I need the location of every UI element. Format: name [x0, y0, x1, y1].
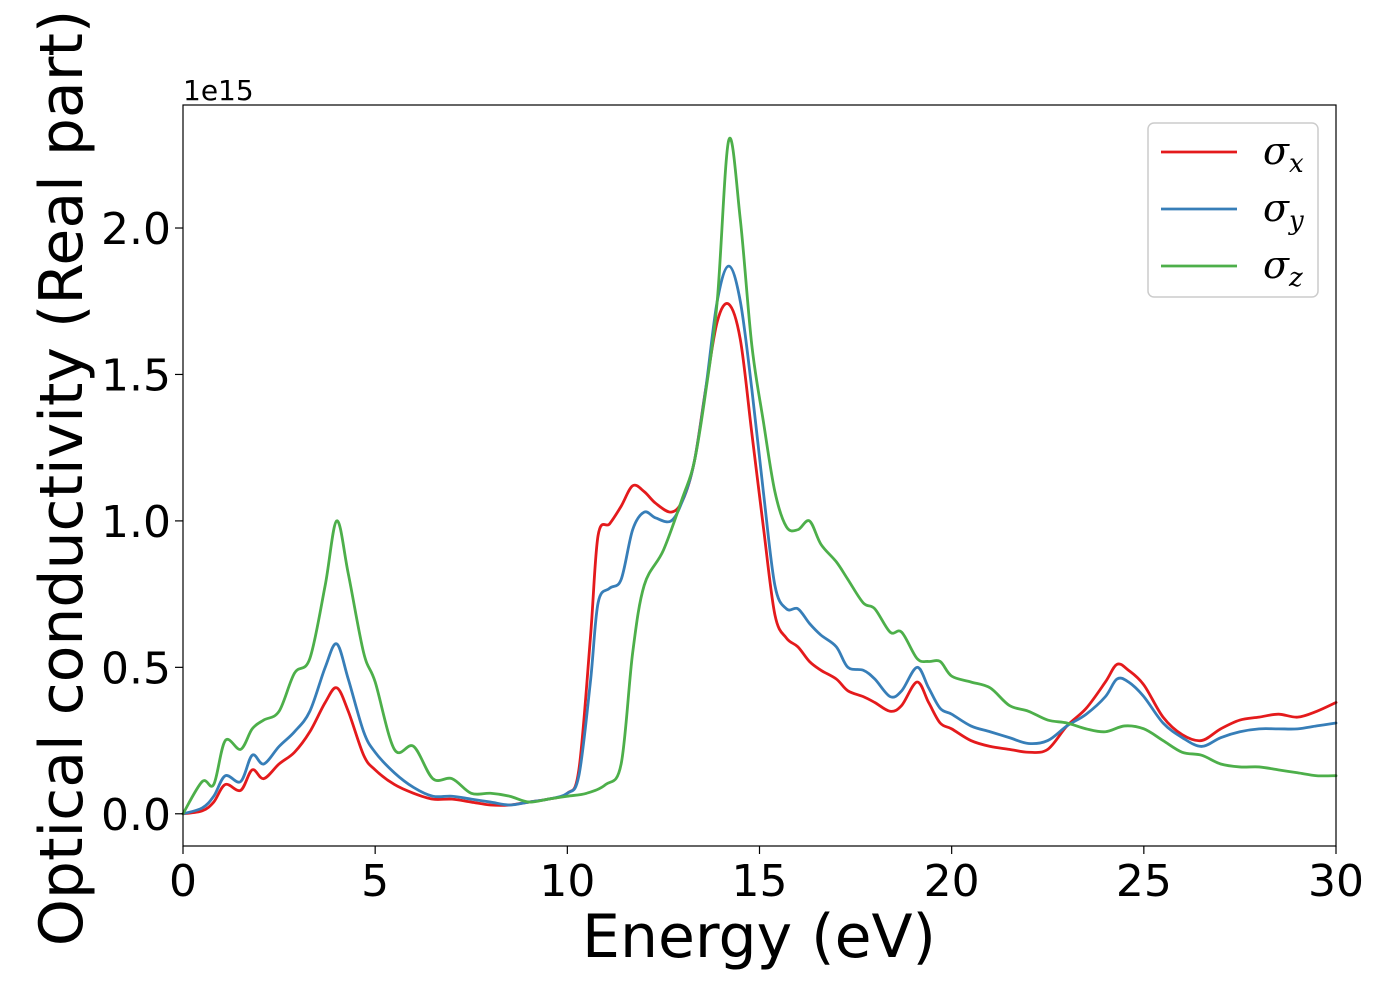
y-tick-label: 2.0 [101, 204, 171, 255]
x-tick-label: 0 [169, 856, 197, 907]
y-axis-title: Optical conductivity (Real part) [27, 10, 97, 947]
y-tick-label: 1.0 [101, 497, 171, 548]
series-line-z [181, 136, 1338, 816]
x-tick-label: 10 [539, 856, 595, 907]
y-tick-label: 1.5 [101, 350, 171, 401]
x-tick-label: 30 [1308, 856, 1364, 907]
x-tick-label: 15 [732, 856, 788, 907]
x-axis-title: Energy (eV) [582, 902, 936, 972]
x-axis: 0 5 10 15 20 25 30 [169, 846, 1364, 907]
y-tick-label: 0.5 [101, 643, 171, 694]
x-tick-label: 25 [1116, 856, 1172, 907]
series-line-y [181, 264, 1338, 816]
y-axis: 0.0 0.5 1.0 1.5 2.0 [101, 204, 183, 841]
series-layer [181, 136, 1338, 816]
legend-label-x: σx [1263, 129, 1304, 179]
y-tick-label: 0.0 [101, 790, 171, 841]
x-tick-label: 20 [924, 856, 980, 907]
series-line-x [181, 302, 1338, 816]
x-tick-label: 5 [361, 856, 389, 907]
y-axis-multiplier: 1e15 [183, 74, 254, 107]
